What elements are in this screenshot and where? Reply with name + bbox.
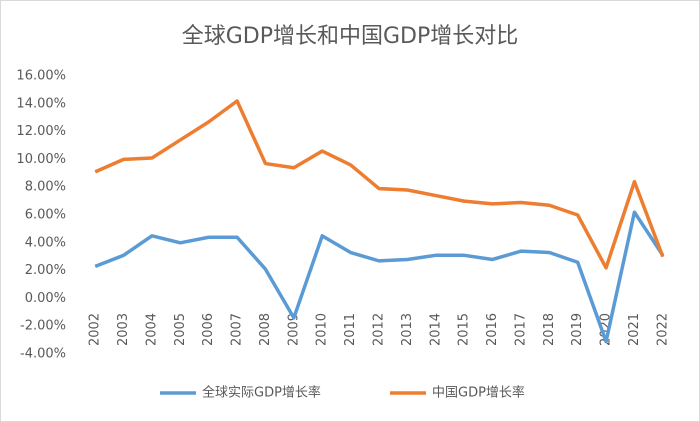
y-tick-label: 10.00% — [16, 152, 66, 167]
x-tick-label: 2022 — [655, 313, 670, 346]
x-tick-label: 2004 — [144, 313, 159, 346]
x-tick-label: 2009 — [286, 313, 301, 346]
y-tick-label: -2.00% — [20, 319, 66, 334]
x-tick-label: 2021 — [627, 313, 642, 346]
y-tick-label: 2.00% — [25, 263, 66, 278]
y-tick-label: 12.00% — [16, 124, 66, 139]
x-tick-label: 2018 — [542, 313, 557, 346]
y-tick-label: 8.00% — [25, 180, 66, 195]
x-tick-label: 2011 — [343, 313, 358, 346]
series-line — [94, 210, 665, 344]
x-tick-label: 2017 — [513, 313, 528, 346]
x-tick-label: 2010 — [315, 313, 330, 346]
legend-label: 全球实际GDP增长率 — [202, 385, 321, 401]
x-tick-label: 2012 — [372, 313, 387, 346]
x-tick-label: 2019 — [570, 313, 585, 346]
x-tick-label: 2006 — [201, 313, 216, 346]
x-tick-label: 2007 — [230, 313, 245, 346]
y-tick-label: 4.00% — [25, 235, 66, 250]
x-tick-label: 2016 — [485, 313, 500, 346]
x-tick-label: 2003 — [116, 313, 131, 346]
y-tick-label: 14.00% — [16, 96, 66, 111]
x-tick-label: 2015 — [457, 313, 472, 346]
series-line — [94, 99, 665, 270]
chart-title: 全球GDP增长和中国GDP增长对比 — [182, 24, 519, 49]
x-tick-label: 2014 — [428, 313, 443, 346]
x-tick-label: 2005 — [173, 313, 188, 346]
x-tick-label: 2013 — [400, 313, 415, 346]
y-tick-label: 6.00% — [25, 208, 66, 223]
legend-label: 中国GDP增长率 — [432, 385, 525, 401]
y-tick-label: 16.00% — [16, 69, 66, 84]
y-tick-label: 0.00% — [25, 291, 66, 306]
y-tick-label: -4.00% — [20, 347, 66, 362]
x-tick-label: 2002 — [88, 313, 103, 346]
x-tick-label: 2008 — [258, 313, 273, 346]
